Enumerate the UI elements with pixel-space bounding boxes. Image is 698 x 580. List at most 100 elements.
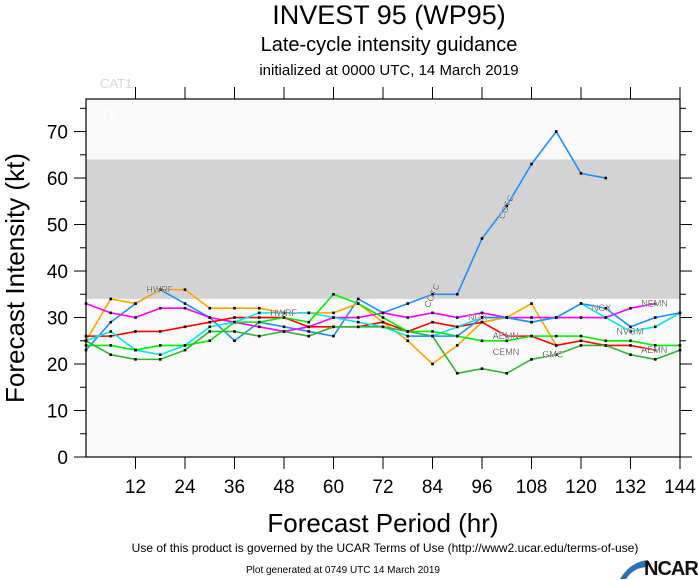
data-point	[233, 330, 236, 333]
data-point	[431, 311, 434, 315]
data-point	[307, 325, 311, 329]
data-point	[653, 302, 657, 305]
data-point	[530, 358, 533, 361]
data-point	[208, 325, 212, 329]
x-tick-label: 24	[174, 477, 196, 498]
data-point	[109, 320, 113, 324]
data-point	[554, 334, 558, 338]
data-point	[233, 339, 236, 343]
series-line-ngx	[407, 302, 681, 337]
intensity-chart: CAT1TSCOTCCOTCHWRFHWRFNEMNAEMNAEMNNVGMCE…	[0, 76, 696, 538]
data-point	[307, 311, 311, 315]
data-point	[109, 344, 113, 347]
data-point	[332, 292, 335, 296]
data-point	[183, 302, 187, 305]
ncar-logo-text: NCAR	[644, 558, 698, 580]
data-point	[381, 325, 385, 329]
data-point	[307, 330, 311, 333]
x-tick-label: 144	[664, 477, 696, 498]
x-tick-label: 36	[224, 477, 245, 498]
data-point	[406, 339, 410, 343]
series-label-cemn: CEMN	[493, 347, 520, 357]
data-point	[455, 372, 459, 375]
data-point	[183, 288, 187, 291]
data-point	[480, 367, 484, 370]
data-point	[455, 344, 459, 347]
data-point	[579, 334, 583, 338]
data-point	[530, 320, 533, 324]
data-point	[208, 330, 212, 333]
x-tick-label: 60	[323, 477, 344, 498]
data-point	[653, 348, 657, 352]
x-tick-label: 84	[422, 477, 444, 498]
y-axis-label: Forecast Intensity (kt)	[0, 153, 30, 403]
data-point	[307, 320, 311, 324]
data-point	[158, 288, 162, 291]
series-line-nemn	[85, 302, 656, 333]
data-point	[109, 311, 113, 315]
y-tick-label: 50	[47, 216, 68, 237]
y-tick-label: 20	[47, 355, 68, 376]
ncar-logo: NCAR	[618, 558, 698, 580]
data-point	[604, 316, 608, 319]
data-point	[208, 339, 212, 343]
band-label: TS	[100, 107, 117, 122]
data-point	[332, 316, 335, 319]
data-point	[505, 339, 509, 343]
data-point	[307, 334, 311, 338]
data-point	[579, 172, 583, 175]
data-point	[554, 130, 558, 133]
data-point	[579, 316, 583, 319]
data-point	[604, 176, 608, 180]
data-point	[158, 358, 162, 361]
data-point	[158, 330, 162, 333]
chart-subtitle: Late-cycle intensity guidance	[260, 34, 518, 56]
data-point	[356, 302, 360, 305]
data-point	[455, 325, 459, 329]
data-point	[208, 320, 212, 324]
data-point	[109, 330, 113, 333]
data-point	[356, 325, 360, 329]
init-time: initialized at 0000 UTC, 14 March 2019	[259, 62, 519, 79]
data-point	[579, 344, 583, 347]
data-point	[332, 334, 335, 338]
data-point	[134, 302, 137, 305]
data-point	[455, 334, 459, 338]
data-point	[356, 316, 360, 319]
data-point	[653, 358, 657, 361]
data-point	[233, 306, 236, 310]
x-tick-label: 96	[471, 477, 492, 498]
data-point	[505, 204, 509, 208]
series-label-hwrf: HWRF	[146, 285, 173, 295]
data-point	[530, 334, 533, 338]
data-point	[431, 330, 434, 333]
y-tick-label: 0	[57, 448, 68, 469]
y-tick-label: 40	[47, 262, 68, 283]
x-tick-label: 132	[615, 477, 647, 498]
y-tick-label: 70	[47, 123, 68, 144]
series-label-aemn: AEMN	[493, 331, 519, 341]
data-point	[158, 306, 162, 310]
data-point	[406, 316, 410, 319]
data-point	[109, 334, 113, 338]
y-tick-label: 10	[47, 402, 68, 423]
data-point	[604, 339, 608, 343]
data-point	[208, 316, 212, 319]
data-point	[431, 320, 434, 324]
band-cat1	[86, 99, 680, 160]
data-point	[381, 320, 385, 324]
x-tick-label: 12	[125, 477, 146, 498]
data-point	[134, 348, 137, 352]
series-label-hwrf: HWRF	[270, 308, 297, 318]
data-point	[530, 162, 533, 166]
data-point	[282, 316, 286, 319]
x-tick-label: 48	[273, 477, 294, 498]
data-point	[282, 325, 286, 329]
data-point	[604, 306, 608, 310]
data-point	[554, 353, 558, 357]
y-tick-label: 60	[47, 169, 68, 190]
data-point	[233, 316, 236, 319]
series-label-gmc: GMC	[542, 350, 563, 360]
data-point	[480, 316, 484, 319]
data-point	[629, 353, 632, 357]
